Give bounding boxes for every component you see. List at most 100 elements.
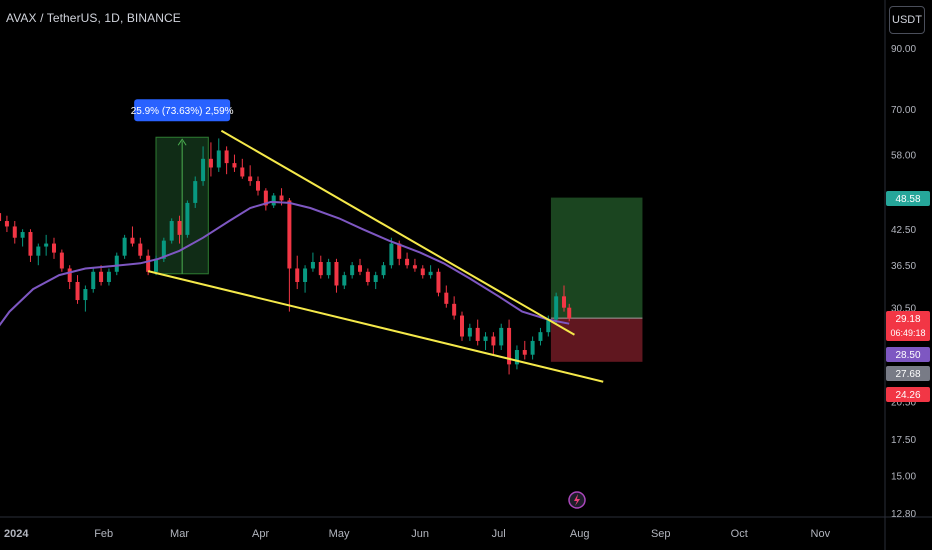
candle-body [248, 176, 253, 182]
price-badge-label: 29.18 [895, 314, 920, 325]
candle-body [467, 327, 472, 337]
currency-button[interactable]: USDT [889, 6, 925, 34]
candle-body [67, 268, 72, 282]
candle-body [460, 315, 464, 337]
candle-body [4, 221, 9, 227]
time-tick-label: Oct [731, 528, 748, 540]
candle-body [287, 200, 292, 269]
measure-label-text: 25.9% (73.63%) 2,59% [131, 106, 234, 117]
price-badge-label: 28.50 [895, 350, 920, 361]
candle-body [530, 340, 535, 355]
price-badge [886, 387, 930, 402]
candle-body [146, 255, 151, 272]
candle-body [303, 268, 308, 282]
candle-body [412, 265, 417, 269]
time-tick-label: Feb [94, 528, 113, 540]
price-badge-label: 27.68 [895, 369, 920, 380]
moving-average-line [0, 200, 570, 327]
candle-body [397, 243, 402, 259]
candle-body [0, 213, 2, 222]
price-badge [886, 347, 930, 362]
candle-body [114, 255, 119, 272]
profit-zone [550, 197, 643, 319]
price-tick-label: 30.50 [891, 304, 916, 315]
candle-body [263, 190, 268, 206]
candle-body [44, 243, 49, 247]
price-axis[interactable]: 90.0070.0058.0048.5042.5036.5030.5020.50… [891, 44, 916, 520]
candle-body [499, 327, 504, 346]
candle-body [562, 296, 566, 308]
candle-body [216, 150, 221, 168]
loss-zone [550, 318, 643, 362]
candle-body [342, 275, 347, 286]
price-tick-label: 90.00 [891, 44, 916, 55]
time-tick-label: Mar [170, 528, 189, 540]
candle-body [271, 195, 276, 206]
price-tick-label: 12.80 [891, 509, 916, 520]
lightning-icon [568, 491, 586, 509]
price-tick-label: 15.00 [891, 471, 916, 482]
candle-body [122, 237, 127, 256]
candle-body [232, 163, 237, 168]
measure-arrow-head [177, 138, 187, 146]
candle-body [350, 265, 355, 276]
price-tick-label: 42.50 [891, 225, 916, 236]
price-badge [886, 191, 930, 206]
candle-body [436, 271, 441, 293]
trendline-upper [220, 129, 575, 336]
candle-body [106, 271, 111, 282]
candle-body [405, 258, 410, 266]
candle-body [256, 181, 260, 191]
candle-body [326, 261, 331, 276]
candle-body [428, 271, 433, 276]
candle-body [138, 243, 143, 256]
candle-body [28, 232, 33, 256]
candle-body [36, 246, 41, 256]
price-badge-label: 48.58 [895, 194, 920, 205]
candle-body [546, 319, 551, 333]
candle-body [279, 195, 284, 201]
candle-body [99, 271, 104, 282]
candle-body [334, 261, 339, 286]
candle-body [507, 327, 512, 365]
candle-body [365, 271, 370, 282]
lightning-icon-bolt [574, 494, 580, 506]
candle-body [358, 265, 362, 272]
candle-body [20, 232, 25, 238]
candle-body [75, 281, 80, 301]
candle-body [208, 158, 213, 168]
candle-body [224, 150, 229, 164]
price-badge-countdown: 06:49:18 [890, 328, 925, 338]
candle-body [310, 261, 315, 269]
time-axis[interactable]: 2024 Feb Mar Apr May Jun Jul Aug Sep Oct Nov [4, 528, 831, 540]
measure-label-box [134, 99, 231, 122]
time-tick-label: 2024 [4, 528, 29, 540]
candle-body [554, 296, 559, 320]
time-tick-label: Nov [811, 528, 831, 540]
price-tick-label: 58.00 [891, 151, 916, 162]
price-badge [886, 311, 930, 341]
time-tick-label: Sep [651, 528, 671, 540]
candle-body [240, 167, 245, 177]
price-tick-label: 36.50 [891, 261, 916, 272]
candle-body [193, 181, 198, 203]
price-badge [886, 366, 930, 381]
candle-body [452, 303, 457, 316]
candle-body [130, 237, 135, 244]
price-badges: 48.58 29.18 06:49:18 28.50 27.68 24.26 [886, 191, 930, 402]
candle-body [491, 336, 496, 346]
candle-body [295, 268, 300, 282]
trendline-lower [147, 270, 604, 383]
candle-body [514, 350, 519, 365]
candle-body [420, 268, 425, 276]
symbol-title[interactable]: AVAX / TetherUS, 1D, BINANCE [6, 11, 181, 25]
candle-body [373, 275, 378, 282]
candle-body [475, 327, 480, 341]
candlestick-series [0, 138, 572, 375]
price-tick-label: 20.50 [891, 398, 916, 409]
candle-body [154, 258, 158, 272]
candle-body [83, 289, 88, 301]
candle-body [522, 350, 527, 355]
